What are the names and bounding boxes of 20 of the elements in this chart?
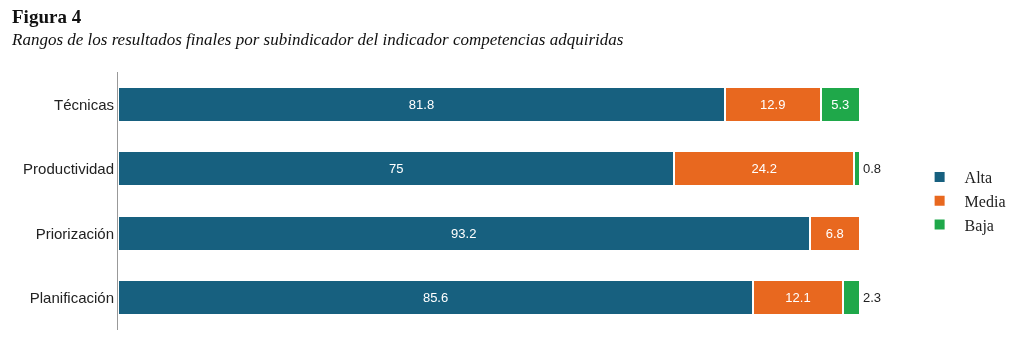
y-tick-label: Planificación [29,289,114,306]
chart-subtitle: Rangos de los resultados finales por subindicador del indicador competencias adquiridas [12,30,624,50]
data-label: 24.2 [751,161,777,177]
data-label: 12.1 [785,290,811,306]
y-tick-label: Priorización [35,224,114,242]
data-label: 2.3 [862,290,882,306]
data-label: 0.8 [862,161,882,177]
data-label: 12.9 [760,96,786,112]
legend-label: Media [964,192,1006,210]
data-label: 5.3 [831,96,850,112]
data-label: 6.8 [825,225,844,241]
data-label: 81.8 [408,96,435,112]
data-label: 75 [389,161,404,177]
y-tick-label: Productividad [23,160,114,177]
data-label: 85.6 [422,290,449,306]
chart-title: Figura 4 [12,6,83,28]
legend-label: Alta [964,169,993,187]
y-tick-label: Técnicas [53,95,114,113]
data-label: 93.2 [451,225,477,241]
legend-label: Baja [964,216,994,235]
